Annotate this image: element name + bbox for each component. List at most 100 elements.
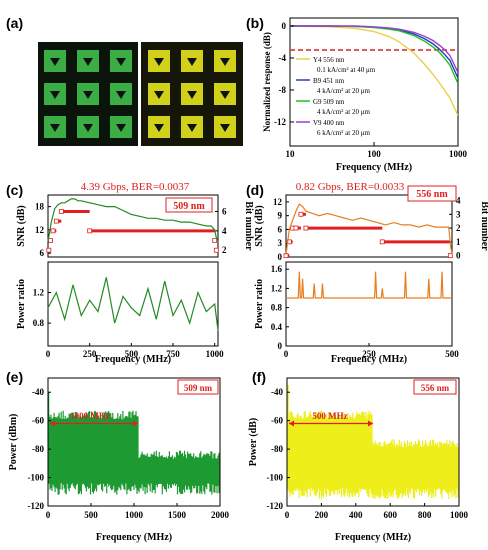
panel-f-xlabel: Frequency (MHz) — [335, 532, 411, 543]
yellow-cell-notch — [187, 91, 197, 99]
panel-d-bit-marker — [298, 211, 304, 217]
panel-f-spectrum — [287, 410, 459, 499]
panel-c-ylabel-power: Power ratio — [16, 279, 27, 329]
panel-b-xtick-label: 100 — [367, 149, 381, 159]
panel-d-badge: 556 nm — [416, 189, 448, 200]
panel-f-xtick-label: 600 — [383, 510, 397, 520]
panel-e-badge-box — [177, 379, 219, 395]
panel-label-e: (e) — [6, 369, 23, 385]
panel-f-badge-box — [413, 379, 457, 395]
panel-b-series-0 — [290, 25, 458, 116]
panel-f-ytick-label: -80 — [271, 444, 283, 454]
panel-b-legend-name: Y4 556 nm — [313, 56, 345, 64]
panel-label-c: (c) — [6, 182, 23, 198]
panel-c-bit-marker — [212, 238, 218, 243]
panel-b-legend-sub: 4 kA/cm² at 20 μm — [317, 87, 370, 95]
yellow-cell-notch — [220, 91, 230, 99]
panel-c-snr-tick-label: 6 — [40, 248, 45, 258]
panel-e-ytick-label: -80 — [32, 444, 44, 454]
panel-c-bit-marker — [58, 209, 64, 214]
panel-d-ylabel-snr: SNR (dB) — [254, 205, 265, 246]
panel-e-xtick-label: 500 — [84, 510, 98, 520]
panel-d-bit-tick-label: 3 — [456, 209, 461, 219]
green-cell-notch — [83, 58, 93, 66]
panel-d-bit-tick-label: 4 — [456, 196, 461, 206]
panel-c-snr-line — [47, 198, 219, 242]
panel-e-xtick-label: 0 — [46, 510, 51, 520]
panel-d-snr-tick-label: 12 — [273, 197, 283, 207]
panel-c-ylabel-snr: SNR (dB) — [16, 205, 27, 246]
panel-f-axes — [286, 377, 460, 507]
green-cell-notch — [50, 91, 60, 99]
panel-c-badge-box — [165, 197, 213, 213]
panel-b-ytick-label: -12 — [274, 117, 286, 127]
yellow-cell-notch — [220, 124, 230, 132]
yellow-cell-notch — [220, 58, 230, 66]
panel-d-bit-marker — [303, 225, 309, 231]
panel-e-annotation: 1000 MHz — [70, 411, 110, 421]
panel-label-f: (f) — [252, 369, 266, 385]
panel-f-ytick-label: -40 — [271, 387, 283, 397]
panel-label-a: (a) — [6, 15, 23, 31]
panel-e-ylabel: Power (dBm) — [8, 414, 19, 471]
yellow-cell-notch — [154, 58, 164, 66]
panel-c-bit-marker — [46, 247, 52, 253]
green-cell-notch — [50, 124, 60, 132]
panel-d-power-tick-label: 1.2 — [271, 283, 283, 293]
panel-d-bit-marker — [379, 239, 385, 245]
panel-f-badge: 556 nm — [421, 383, 450, 393]
panel-d-bit-marker — [447, 253, 453, 259]
panel-d-power-line — [286, 271, 452, 299]
panel-e-arrowhead-left — [50, 420, 55, 427]
panel-f-xtick-label: 1000 — [450, 510, 469, 520]
panel-f-arrowhead-right — [368, 420, 373, 427]
panel-e-xtick-label: 1500 — [168, 510, 187, 520]
panel-f-xtick-label: 200 — [315, 510, 329, 520]
panel-c-snr-tick-label: 18 — [35, 202, 45, 212]
panel-c-power-axes — [47, 261, 219, 347]
green-cell-notch — [50, 58, 60, 66]
panel-e-xlabel: Frequency (MHz) — [96, 532, 172, 543]
panel-b-legend-name: G9 509 nm — [313, 98, 345, 106]
panel-f-ytick-label: -100 — [267, 473, 284, 483]
panel-label-d: (d) — [246, 182, 264, 198]
panel-f-xtick-label: 0 — [285, 510, 290, 520]
green-cell-notch — [83, 91, 93, 99]
panel-e-ytick-label: -40 — [32, 387, 44, 397]
panel-d-bit-tick-label: 0 — [456, 251, 461, 261]
panel-b-ytick-label: -4 — [279, 53, 287, 63]
panel-c-xtick-label: 750 — [166, 349, 180, 359]
panel-e-spectrum — [48, 410, 220, 495]
yellow-cell-notch — [187, 124, 197, 132]
panel-c-bit-tick-label: 2 — [222, 245, 227, 255]
panel-c-ylabel-bits: Bit number — [243, 201, 254, 251]
panel-d-bit-tick-label: 1 — [456, 237, 461, 247]
panel-d-snr-tick-label: 6 — [278, 224, 283, 234]
panel-d-snr-tick-label: 0 — [278, 252, 283, 262]
panel-c-xlabel: Frequency (MHz) — [95, 354, 171, 365]
panel-d-ylabel-bits: Bit number — [479, 201, 488, 251]
panel-c-xtick-label: 500 — [125, 349, 139, 359]
yellow-cell-notch — [187, 58, 197, 66]
panel-e-badge: 509 nm — [184, 383, 213, 393]
panel-c-bit-marker — [213, 247, 219, 253]
panel-d-snr-line — [285, 203, 453, 255]
panel-e-ytick-label: -120 — [28, 501, 45, 511]
panel-b-chart: 10 100 1000 0 -4 -8 -12 Y4 556 nm 0.1 kA/cm² at… — [262, 17, 468, 173]
panel-b-legend-sub: 6 kA/cm² at 20 μm — [317, 129, 370, 137]
panel-d-power-axes — [285, 261, 453, 347]
panel-b-legend-name: B9 451 nm — [313, 77, 345, 85]
panel-b-legend-name: V9 400 nm — [313, 119, 345, 127]
panel-c-power-tick-label: 0.8 — [33, 318, 45, 328]
panel-d-snr-tick-label: 9 — [278, 211, 283, 221]
panel-c-snr-tick-label: 12 — [35, 225, 45, 235]
panel-a-images — [38, 42, 243, 146]
panel-d-power-tick-label: 0 — [278, 341, 283, 351]
green-cell-notch — [116, 91, 126, 99]
panel-c-power-tick-label: 1.2 — [33, 288, 45, 298]
panel-c-xtick-label: 1000 — [206, 349, 225, 359]
